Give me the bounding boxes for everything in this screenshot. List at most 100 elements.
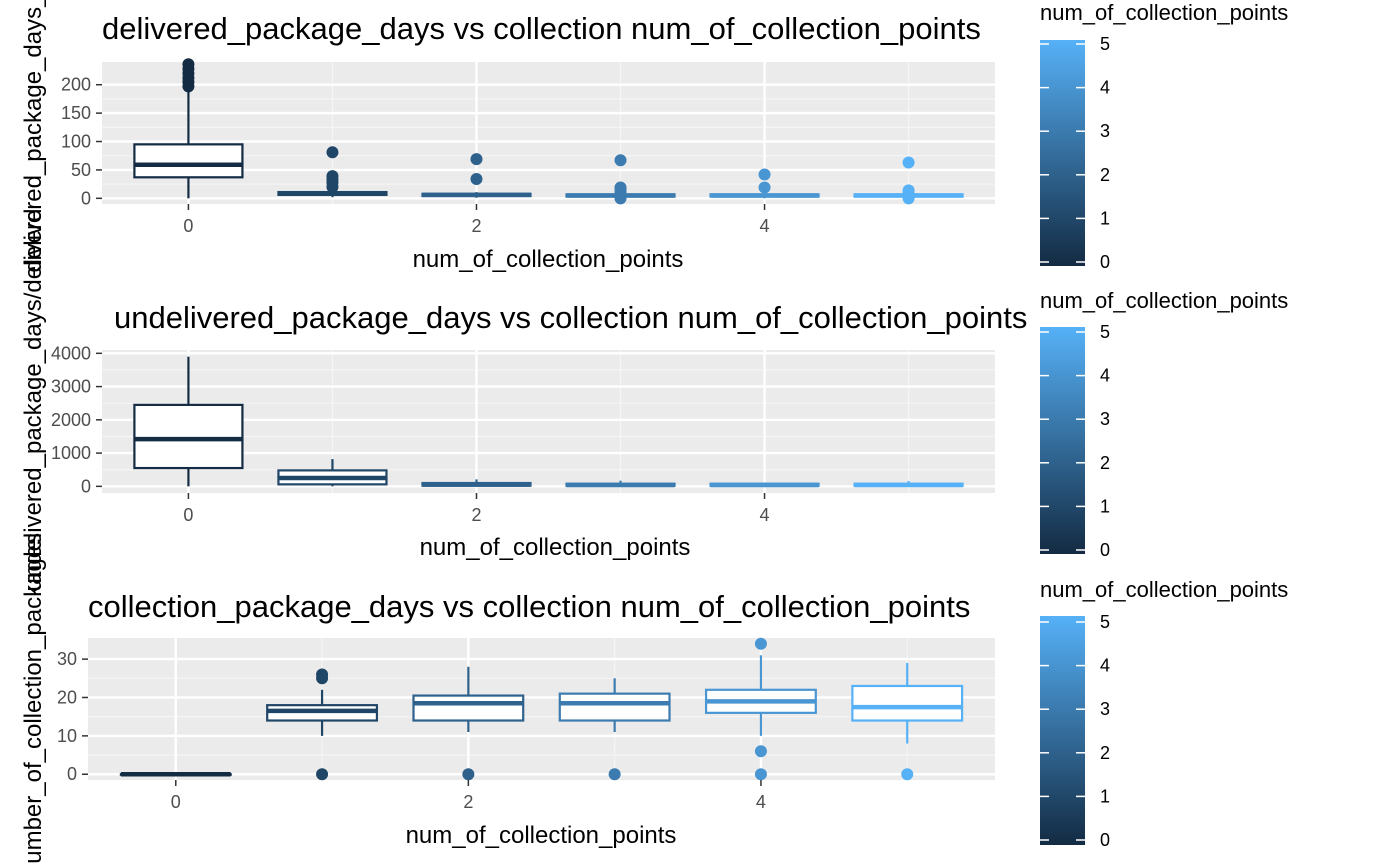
y-axis-title: delivered_package_days_ bbox=[20, 0, 47, 272]
y-tick-label: 50 bbox=[71, 160, 91, 180]
colorbar-tick-label: 5 bbox=[1100, 34, 1110, 54]
box-group bbox=[421, 479, 532, 487]
colorbar-ticks: 0 1 2 3 4 5 bbox=[1040, 322, 1110, 560]
y-tick-label: 0 bbox=[81, 188, 91, 208]
y-tick-label: 0 bbox=[81, 476, 91, 496]
x-tick-label: 2 bbox=[463, 792, 473, 812]
colorbar-ticks: 0 1 2 3 4 5 bbox=[1040, 34, 1110, 272]
chart-title: collection_package_days vs collection nu… bbox=[88, 589, 970, 624]
colorbar-tick-label: 2 bbox=[1100, 165, 1110, 185]
x-tick-label: 0 bbox=[183, 216, 193, 236]
box-group bbox=[709, 168, 820, 199]
chart-panel-1: delivered_package_days vs collection num… bbox=[20, 0, 1288, 273]
outlier-point bbox=[316, 768, 329, 781]
x-axis-title: num_of_collection_points bbox=[406, 822, 677, 849]
x-tick-label: 2 bbox=[471, 216, 481, 236]
x-tick-label: 4 bbox=[756, 792, 766, 812]
colorbar-tick-label: 2 bbox=[1100, 453, 1110, 473]
x-tick-label: 0 bbox=[183, 505, 193, 525]
colorbar-tick-label: 0 bbox=[1100, 252, 1110, 272]
colorbar-legend: num_of_collection_points 0 1 2 3 4 5 bbox=[1040, 577, 1288, 850]
box-group bbox=[277, 146, 388, 198]
y-tick-label: 10 bbox=[57, 726, 77, 746]
y-tick-label: 1000 bbox=[51, 443, 91, 463]
box bbox=[412, 694, 525, 722]
x-tick-label: 4 bbox=[760, 216, 770, 236]
legend-title: num_of_collection_points bbox=[1040, 0, 1288, 25]
y-tick-label: 150 bbox=[61, 103, 91, 123]
chart-panel-3: collection_package_days vs collection nu… bbox=[20, 533, 1288, 865]
colorbar-tick-label: 5 bbox=[1100, 612, 1110, 632]
outlier-point bbox=[182, 58, 195, 71]
box-group bbox=[266, 668, 379, 781]
outlier-point bbox=[758, 181, 771, 194]
colorbar-legend: num_of_collection_points 0 1 2 3 4 5 bbox=[1040, 288, 1288, 560]
box bbox=[851, 684, 964, 722]
y-axis-title: undelivered_package_days/deliverd bbox=[20, 209, 47, 592]
outlier-point bbox=[462, 768, 475, 781]
plot-area: 0 10 20 30 0 2 4 bbox=[57, 637, 995, 812]
x-tick-label: 2 bbox=[471, 505, 481, 525]
box-group bbox=[133, 58, 244, 199]
outlier-point bbox=[608, 768, 621, 781]
plot-background bbox=[102, 62, 995, 204]
outlier-point bbox=[754, 637, 767, 650]
chart-title: undelivered_package_days vs collection n… bbox=[114, 300, 1027, 335]
plot-background bbox=[88, 638, 995, 780]
colorbar-tick-label: 4 bbox=[1100, 366, 1110, 386]
box bbox=[558, 692, 671, 722]
box-group bbox=[704, 637, 817, 781]
colorbar-tick-label: 0 bbox=[1100, 540, 1110, 560]
box-group bbox=[133, 356, 244, 487]
colorbar-tick-label: 4 bbox=[1100, 656, 1110, 676]
box-group bbox=[709, 482, 820, 488]
legend-title: num_of_collection_points bbox=[1040, 577, 1288, 602]
colorbar-tick-label: 3 bbox=[1100, 699, 1110, 719]
box-group bbox=[853, 481, 964, 488]
colorbar-tick-label: 1 bbox=[1100, 208, 1110, 228]
colorbar-tick-label: 1 bbox=[1100, 496, 1110, 516]
outlier-point bbox=[326, 146, 339, 159]
outlier-point bbox=[614, 154, 627, 167]
x-axis-title: num_of_collection_points bbox=[420, 534, 691, 561]
box bbox=[133, 403, 244, 470]
legend-title: num_of_collection_points bbox=[1040, 288, 1288, 313]
colorbar-ticks: 0 1 2 3 4 5 bbox=[1040, 612, 1110, 850]
colorbar bbox=[1040, 327, 1085, 554]
y-tick-label: 30 bbox=[57, 649, 77, 669]
box-group bbox=[565, 154, 676, 205]
outlier-point bbox=[614, 181, 627, 194]
y-tick-label: 0 bbox=[67, 764, 77, 784]
colorbar-tick-label: 1 bbox=[1100, 786, 1110, 806]
colorbar bbox=[1040, 616, 1085, 845]
box-group bbox=[853, 156, 964, 205]
outlier-point bbox=[326, 170, 339, 183]
box bbox=[133, 143, 244, 179]
chart-panel-2: undelivered_package_days vs collection n… bbox=[20, 209, 1288, 592]
chart-title: delivered_package_days vs collection num… bbox=[102, 11, 981, 46]
x-tick-label: 4 bbox=[760, 505, 770, 525]
colorbar-tick-label: 3 bbox=[1100, 121, 1110, 141]
box-group bbox=[558, 678, 671, 781]
outlier-point bbox=[758, 168, 771, 181]
y-axis-title: number_of_collection_packages bbox=[20, 533, 47, 865]
plot-area: 0 1000 2000 3000 4000 0 2 4 bbox=[51, 343, 995, 525]
x-axis-title: num_of_collection_points bbox=[413, 246, 684, 273]
plot-area: 0 50 100 150 200 0 2 4 bbox=[61, 58, 995, 236]
y-tick-label: 20 bbox=[57, 687, 77, 707]
outlier-point bbox=[316, 668, 329, 681]
outlier-point bbox=[470, 173, 483, 186]
outlier-point bbox=[470, 153, 483, 166]
y-tick-label: 200 bbox=[61, 75, 91, 95]
y-tick-label: 2000 bbox=[51, 410, 91, 430]
colorbar-tick-label: 4 bbox=[1100, 78, 1110, 98]
colorbar bbox=[1040, 40, 1085, 266]
outlier-point bbox=[754, 768, 767, 781]
colorbar-legend: num_of_collection_points 0 1 2 3 4 5 bbox=[1040, 0, 1288, 272]
y-tick-label: 3000 bbox=[51, 377, 91, 397]
box-group bbox=[412, 666, 525, 781]
box-group bbox=[565, 480, 676, 488]
box-group bbox=[119, 771, 232, 777]
y-tick-label: 100 bbox=[61, 132, 91, 152]
